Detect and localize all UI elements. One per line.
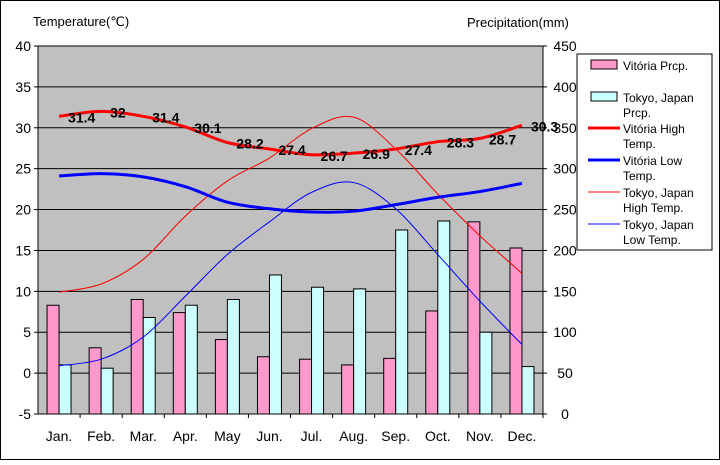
- y-right-tick-label: 150: [553, 283, 577, 299]
- precip-bar-tokyo: [100, 367, 114, 415]
- y-left-tick-label: 30: [15, 120, 31, 136]
- legend-tokyo-high-label: Tokyo, Japan: [623, 186, 694, 200]
- x-category-label: Jun.: [256, 428, 282, 444]
- y-left-tick-label: 5: [23, 324, 31, 340]
- precipitation-bars: [46, 220, 535, 415]
- precip-bar-vitoria: [341, 364, 355, 415]
- y-right-tick-label: 400: [553, 79, 577, 95]
- y-right-tick-label: 450: [553, 38, 577, 54]
- y-right-tick-label: 50: [557, 365, 573, 381]
- legend-tokyo-prcp-label: Tokyo, Japan: [623, 91, 694, 105]
- data-label-vitoria-high: 31.4: [152, 109, 179, 125]
- temperature-lines: [58, 109, 523, 367]
- legend-vitoria-high-label: Temp.: [623, 137, 656, 151]
- x-category-label: Feb.: [87, 428, 115, 444]
- legend-vitoria-low-label: Temp.: [623, 169, 656, 183]
- data-label-vitoria-high: 27.4: [405, 142, 432, 158]
- legend-vitoria-prcp-swatch: [590, 59, 618, 70]
- precip-bar-vitoria: [256, 356, 270, 415]
- y-right-tick-label: 200: [553, 242, 577, 258]
- legend-tokyo-low-label: Low Temp.: [623, 233, 681, 247]
- precip-bar-tokyo: [142, 317, 156, 415]
- data-label-vitoria-high: 32: [110, 104, 126, 120]
- tokyo-low-line: [58, 181, 523, 367]
- y-right-tick-label: 250: [553, 202, 577, 218]
- data-label-vitoria-high: 28.3: [447, 135, 474, 151]
- legend-tokyo-low-label: Tokyo, Japan: [623, 218, 694, 232]
- precip-bar-vitoria: [214, 339, 228, 415]
- y-right-axis-label: Precipitation(mm): [467, 15, 569, 30]
- precip-bar-vitoria: [88, 347, 102, 415]
- data-label-vitoria-high: 26.7: [321, 148, 348, 164]
- data-label-vitoria-high: 26.9: [363, 146, 390, 162]
- precip-bar-tokyo: [353, 288, 367, 415]
- precip-bar-tokyo: [58, 364, 72, 415]
- y-right-tick-label: 100: [553, 324, 577, 340]
- precip-bar-tokyo: [311, 286, 325, 415]
- plot-area: [37, 45, 544, 415]
- precip-bar-vitoria: [383, 357, 397, 415]
- y-left-tick-label: 40: [15, 38, 31, 54]
- y-right-tick-label: 0: [561, 406, 569, 422]
- data-label-vitoria-high: 28.2: [236, 135, 263, 151]
- legend-vitoria-prcp-label: Vitória Prcp.: [623, 59, 688, 73]
- x-category-label: Nov.: [466, 428, 494, 444]
- vitoria-high-line: [58, 109, 523, 157]
- precip-bar-vitoria: [130, 299, 144, 415]
- legend-tokyo-prcp-label: Prcp.: [623, 106, 651, 120]
- y-right-tick-label: 300: [553, 161, 577, 177]
- legend-box: [576, 53, 713, 251]
- x-category-label: Aug.: [339, 428, 368, 444]
- y-left-tick-label: 15: [15, 242, 31, 258]
- precip-bar-vitoria: [425, 310, 439, 415]
- y-left-tick-label: 10: [15, 283, 31, 299]
- precip-bar-tokyo: [437, 220, 451, 415]
- y-left-tick-label: 0: [23, 365, 31, 381]
- precip-bar-tokyo: [226, 299, 240, 415]
- y-left-tick-label: -5: [19, 406, 32, 422]
- vitoria-low-line: [58, 172, 523, 214]
- x-category-label: Apr.: [173, 428, 198, 444]
- legend-tokyo-high-label: High Temp.: [623, 201, 683, 215]
- legend-vitoria-low-label: Vitória Low: [623, 154, 682, 168]
- data-label-vitoria-high: 28.7: [489, 131, 516, 147]
- precip-bar-tokyo: [395, 229, 409, 415]
- x-category-label: Sep.: [381, 428, 410, 444]
- precip-bar-vitoria: [509, 247, 523, 415]
- data-label-vitoria-high: 30.3: [531, 118, 558, 134]
- precip-bar-tokyo: [479, 331, 493, 415]
- legend-tokyo-prcp-swatch: [590, 91, 618, 102]
- x-category-label: Jan.: [46, 428, 72, 444]
- data-label-vitoria-high: 27.4: [278, 142, 305, 158]
- x-category-label: Jul.: [301, 428, 323, 444]
- precip-bar-tokyo: [184, 304, 198, 415]
- y-left-tick-label: 35: [15, 79, 31, 95]
- y-right-ticks: 0 50 100 150 200 250 300 350 400 450: [543, 38, 577, 422]
- data-labels: 31.4 32 31.4 30.1 28.2 27.4 26.7 26.9 27.4 28.3 28…: [68, 104, 558, 163]
- precip-bar-vitoria: [299, 358, 313, 415]
- y-left-tick-label: 20: [15, 202, 31, 218]
- data-label-vitoria-high: 30.1: [194, 120, 221, 136]
- y-left-tick-label: 25: [15, 161, 31, 177]
- x-category-label: Oct.: [425, 428, 451, 444]
- x-category-label: Mar.: [130, 428, 157, 444]
- precip-bar-vitoria: [467, 221, 481, 415]
- x-category-label: Dec.: [508, 428, 537, 444]
- precip-bar-tokyo: [268, 274, 282, 415]
- x-category-ticks: Jan. Feb. Mar. Apr. May Jun. Jul. Aug. Sep. Oct. N…: [46, 414, 544, 444]
- x-category-label: May: [214, 428, 240, 444]
- y-right-tick-label: 350: [553, 120, 577, 136]
- y-left-axis-label: Temperature(℃): [33, 14, 129, 29]
- y-left-ticks: -5 0 5 10 15 20 25 30 35 40: [15, 38, 38, 422]
- precip-bar-tokyo: [521, 366, 535, 415]
- precip-bar-vitoria: [172, 312, 186, 415]
- precip-bar-vitoria: [46, 304, 60, 415]
- legend-vitoria-high-label: Vitória High: [623, 122, 685, 136]
- data-label-vitoria-high: 31.4: [68, 109, 95, 125]
